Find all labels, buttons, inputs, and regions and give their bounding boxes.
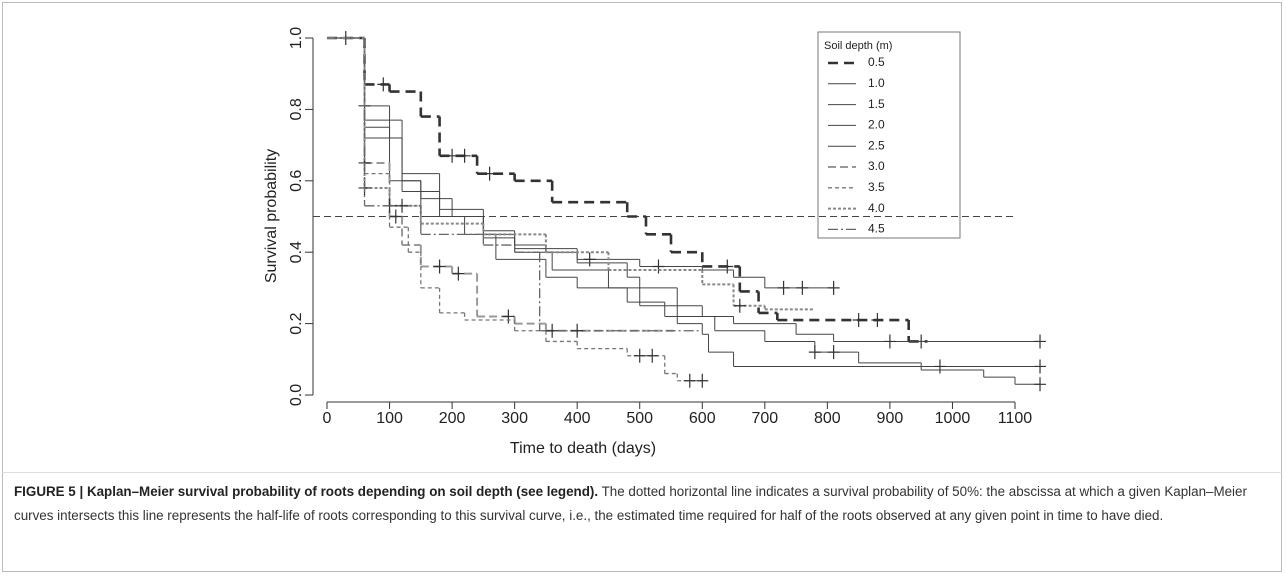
x-tick-label: 600	[689, 410, 716, 427]
y-tick-label: 0.6	[288, 170, 305, 192]
censor-mark	[827, 280, 840, 295]
separator	[2, 472, 1282, 473]
y-tick-label: 0.0	[288, 384, 305, 406]
censor-mark	[808, 345, 821, 360]
censor-mark	[1034, 359, 1047, 374]
legend-label: 4.0	[868, 201, 885, 215]
censor-mark	[1034, 377, 1047, 392]
censor-mark	[733, 298, 746, 313]
censor-mark	[546, 323, 559, 338]
censor-mark	[652, 259, 665, 274]
censor-mark	[827, 345, 840, 360]
censor-mark	[883, 334, 896, 349]
censor-mark	[433, 259, 446, 274]
y-tick-label: 0.2	[288, 312, 305, 334]
legend-label: 1.5	[868, 97, 885, 111]
legend-label: 3.0	[868, 159, 885, 173]
caption: FIGURE 5 | Kaplan–Meier survival probabi…	[14, 480, 1272, 528]
caption-text: The dotted horizontal line indicates a s…	[14, 484, 1247, 523]
legend-label: 3.5	[868, 180, 885, 194]
x-tick-label: 900	[877, 410, 904, 427]
censor-mark	[696, 373, 709, 388]
y-axis-label: Survival probability	[263, 149, 280, 283]
censor-mark	[396, 198, 409, 213]
censor-mark	[646, 348, 659, 363]
x-tick-label: 1100	[998, 410, 1033, 427]
caption-bold: FIGURE 5 | Kaplan–Meier survival probabi…	[14, 484, 599, 499]
censor-mark	[446, 148, 459, 163]
legend-label: 4.5	[868, 222, 885, 236]
x-tick-label: 800	[814, 410, 841, 427]
censor-mark	[483, 166, 496, 181]
legend-title: Soil depth (m)	[824, 40, 892, 52]
x-tick-label: 0	[323, 410, 332, 427]
x-tick-label: 500	[626, 410, 653, 427]
censor-mark	[777, 280, 790, 295]
y-tick-label: 0.8	[288, 98, 305, 120]
y-tick-label: 1.0	[288, 27, 305, 49]
censor-mark	[633, 348, 646, 363]
x-tick-label: 300	[501, 410, 528, 427]
legend-label: 2.0	[868, 118, 885, 132]
censor-mark	[458, 148, 471, 163]
legend-box	[817, 31, 961, 239]
legend-label: 1.0	[868, 76, 885, 90]
censor-mark	[1034, 334, 1047, 349]
censor-mark	[683, 373, 696, 388]
censor-mark	[852, 313, 865, 328]
y-tick-label: 0.4	[288, 241, 305, 263]
censor-mark	[796, 280, 809, 295]
censor-mark	[377, 77, 390, 92]
censor-mark	[452, 266, 465, 281]
censor-mark	[933, 359, 946, 374]
legend-label: 2.5	[868, 138, 885, 152]
censor-mark	[871, 313, 884, 328]
chart: Time to death (days) Survival probabilit…	[263, 27, 1047, 457]
x-tick-label: 200	[439, 410, 466, 427]
x-tick-label: 700	[751, 410, 778, 427]
censor-mark	[502, 309, 515, 324]
x-tick-label: 100	[376, 410, 403, 427]
x-tick-label: 400	[564, 410, 591, 427]
x-axis-label: Time to death (days)	[510, 440, 656, 457]
censor-mark	[721, 259, 734, 274]
legend-label: 0.5	[868, 55, 885, 69]
censor-mark	[571, 323, 584, 338]
x-tick-label: 1000	[935, 410, 971, 427]
censor-mark	[389, 209, 402, 224]
censor-mark	[583, 252, 596, 267]
